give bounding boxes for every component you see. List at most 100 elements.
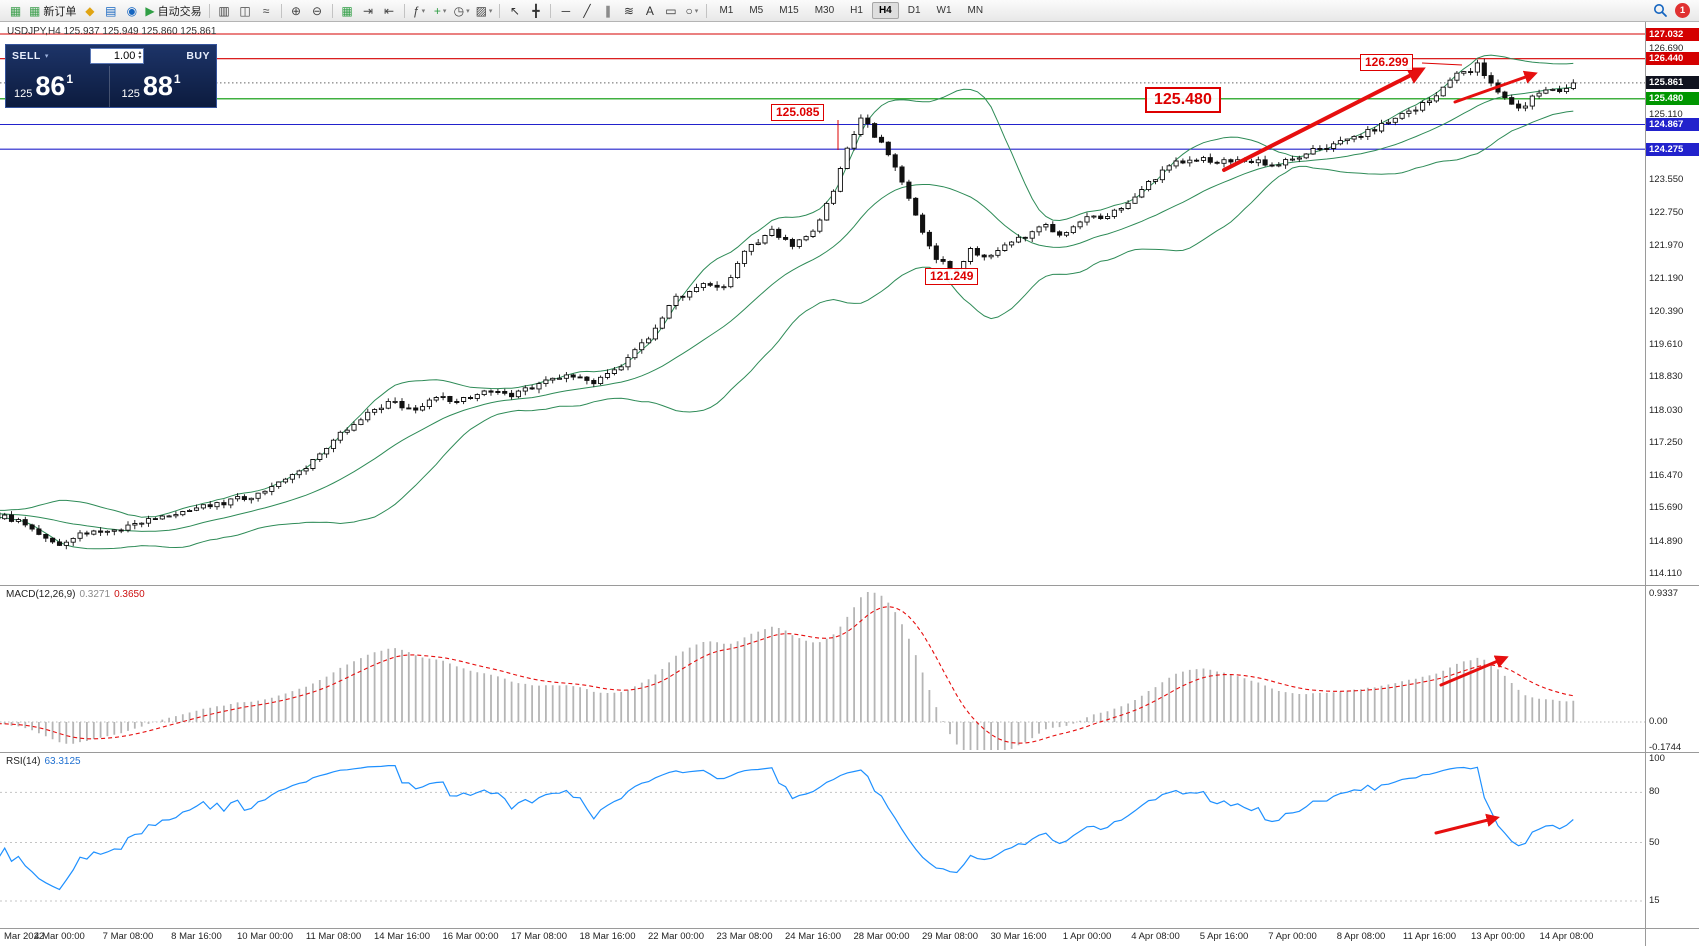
time-axis-label: 16 Mar 00:00 xyxy=(442,931,499,942)
buy-button[interactable]: 125 88 1 xyxy=(108,66,217,107)
crosshair-icon[interactable]: ╋ xyxy=(525,1,546,20)
crosshair-icon: ╋ xyxy=(532,3,540,18)
buy-price-prefix: 125 xyxy=(121,88,140,100)
trendline-icon[interactable]: ╱ xyxy=(576,1,597,20)
community-icon[interactable]: ◉ xyxy=(121,1,142,20)
sell-label: SELL xyxy=(12,49,41,62)
periods-icon: ◷ xyxy=(453,3,465,18)
timeframe-m5-button[interactable]: M5 xyxy=(749,5,764,16)
new-order-icon: ▦ xyxy=(29,3,41,18)
line-chart-icon[interactable]: ≈ xyxy=(256,1,277,20)
timeframe-m30-button[interactable]: M30 xyxy=(814,5,835,16)
timeframe-h4-button[interactable]: H4 xyxy=(871,2,899,19)
timeframe-d1-button[interactable]: D1 xyxy=(907,5,921,16)
panel-separator[interactable] xyxy=(0,585,1699,586)
market-watch-icon: ▤ xyxy=(105,3,117,18)
indicators-icon[interactable]: ƒ ▾ xyxy=(409,1,430,20)
time-axis-label: Mar 2022 xyxy=(4,931,45,942)
templates-icon[interactable]: ▨ ▾ xyxy=(473,1,496,20)
zoom-out-icon[interactable]: ⊖ xyxy=(307,1,328,20)
auto-scroll-icon[interactable]: ⇥ xyxy=(358,1,379,20)
zoom-out-icon: ⊖ xyxy=(312,3,323,18)
notification-badge[interactable]: 1 xyxy=(1675,3,1690,18)
fibonacci-icon[interactable]: ≋ xyxy=(618,1,639,20)
search-icon[interactable] xyxy=(1653,3,1668,18)
hline-icon[interactable]: ─ xyxy=(555,1,576,20)
trade-panel-prices: 125 86 1 125 88 1 xyxy=(6,66,216,107)
indicators-icon-caret-icon: ▾ xyxy=(421,7,426,15)
panel-separator[interactable] xyxy=(0,752,1699,753)
autotrade-button-label: 自动交易 xyxy=(157,5,202,18)
shapes-icon[interactable]: ○ ▾ xyxy=(681,1,702,20)
sell-price-prefix: 125 xyxy=(14,88,33,100)
timeframe-mn-button[interactable]: MN xyxy=(967,5,984,16)
volume-decrease-icon[interactable]: ▾ xyxy=(138,54,142,61)
bar-chart-icon[interactable]: ▥ xyxy=(214,1,235,20)
time-axis-label: 23 Mar 08:00 xyxy=(716,931,773,942)
favorites-icon[interactable]: ◆ xyxy=(79,1,100,20)
channel-icon: ∥ xyxy=(604,3,611,18)
toolbar-separator xyxy=(403,3,405,18)
timeframe-m15-button[interactable]: M15 xyxy=(779,5,799,16)
time-axis-label: 24 Mar 16:00 xyxy=(785,931,841,942)
rsi-value: 63.3125 xyxy=(44,756,81,767)
timeframe-h1-button[interactable]: H1 xyxy=(850,5,863,16)
toolbar-separator xyxy=(499,3,501,18)
volume-input[interactable]: 1.00 ▴ ▾ xyxy=(90,47,145,64)
time-axis-label: 7 Apr 00:00 xyxy=(1268,931,1317,942)
tile-windows-icon[interactable]: ▦ xyxy=(337,1,358,20)
trendline-icon: ╱ xyxy=(583,3,591,18)
scale-separator xyxy=(1645,22,1646,946)
time-axis-label: 18 Mar 16:00 xyxy=(579,931,636,942)
buy-price-fraction: 1 xyxy=(173,72,181,86)
add-object-icon[interactable]: + ▾ xyxy=(430,1,451,20)
buy-price-big: 88 xyxy=(142,71,173,101)
one-click-trading-panel: SELL ▾ 1.00 ▴ ▾ BUY 125 86 1 125 88 1 xyxy=(5,44,217,108)
macd-main-value: 0.3271 xyxy=(79,589,111,600)
time-axis-label: 7 Mar 08:00 xyxy=(102,931,154,942)
label-icon: ▭ xyxy=(665,3,677,18)
trade-panel-header: SELL ▾ 1.00 ▴ ▾ BUY xyxy=(6,45,216,66)
templates-icon-caret-icon: ▾ xyxy=(488,7,493,15)
candlestick-chart-icon[interactable]: ◫ xyxy=(235,1,256,20)
channel-icon[interactable]: ∥ xyxy=(597,1,618,20)
time-axis-label: 1 Apr 00:00 xyxy=(1062,931,1112,942)
autotrade-icon: ▶ xyxy=(145,3,155,18)
main-toolbar: ▦ ▦ 新订单 ◆ ▤ ◉ ▶ 自动交易 ▥ ◫ ≈ ⊕ ⊖ ▦ ⇥ ⇤ ƒ ▾ + ▾ ◷ ▾ ▨ ▾ ↖ ╋ ─ ╱ ∥ ≋ A ▭ ○ ▾ M… xyxy=(0,0,1699,22)
market-watch-icon[interactable]: ▤ xyxy=(100,1,121,20)
new-order-button[interactable]: ▦ 新订单 xyxy=(26,1,79,20)
time-axis-label: 11 Apr 16:00 xyxy=(1402,931,1457,942)
label-icon[interactable]: ▭ xyxy=(660,1,681,20)
shapes-icon-caret-icon: ▾ xyxy=(694,7,699,15)
shapes-icon: ○ xyxy=(685,3,693,18)
zoom-in-icon[interactable]: ⊕ xyxy=(286,1,307,20)
text-icon: A xyxy=(645,3,654,18)
volume-spinner[interactable]: ▴ ▾ xyxy=(138,50,142,61)
autotrade-button[interactable]: ▶ 自动交易 xyxy=(142,1,204,20)
time-axis-label: 17 Mar 08:00 xyxy=(511,931,567,942)
text-icon[interactable]: A xyxy=(639,1,660,20)
rsi-name: RSI(14) xyxy=(6,756,41,767)
sell-price-big: 86 xyxy=(35,71,66,101)
volume-increase-icon[interactable]: ▴ xyxy=(138,50,142,56)
trade-settings-caret-icon[interactable]: ▾ xyxy=(44,52,49,60)
timeframe-m1-button[interactable]: M1 xyxy=(719,5,734,16)
time-axis-label: 11 Mar 08:00 xyxy=(305,931,362,942)
toolbar-items: ▦ ▦ 新订单 ◆ ▤ ◉ ▶ 自动交易 ▥ ◫ ≈ ⊕ ⊖ ▦ ⇥ ⇤ ƒ ▾ + ▾ ◷ ▾ ▨ ▾ ↖ ╋ ─ ╱ ∥ ≋ A ▭ ○ ▾ M… xyxy=(5,0,991,21)
community-icon: ◉ xyxy=(126,3,138,18)
chart-shift-icon: ⇤ xyxy=(384,3,395,18)
timeframe-w1-button[interactable]: W1 xyxy=(936,5,952,16)
candlestick-chart-icon: ◫ xyxy=(239,3,251,18)
time-axis[interactable]: Mar 2022 4 Mar 00:00 7 Mar 08:00 8 Mar 16:0… xyxy=(0,928,1645,946)
time-axis-label: 4 Apr 08:00 xyxy=(1131,931,1180,942)
toolbar-separator xyxy=(331,3,333,18)
chart-shift-icon[interactable]: ⇤ xyxy=(379,1,400,20)
cursor-icon[interactable]: ↖ xyxy=(504,1,525,20)
chart-window-icon[interactable]: ▦ xyxy=(5,1,26,20)
toolbar-separator xyxy=(706,3,708,18)
periods-icon[interactable]: ◷ ▾ xyxy=(451,1,473,20)
toolbar-right-cluster: 1 xyxy=(1653,3,1694,18)
sell-button[interactable]: 125 86 1 xyxy=(6,66,109,107)
